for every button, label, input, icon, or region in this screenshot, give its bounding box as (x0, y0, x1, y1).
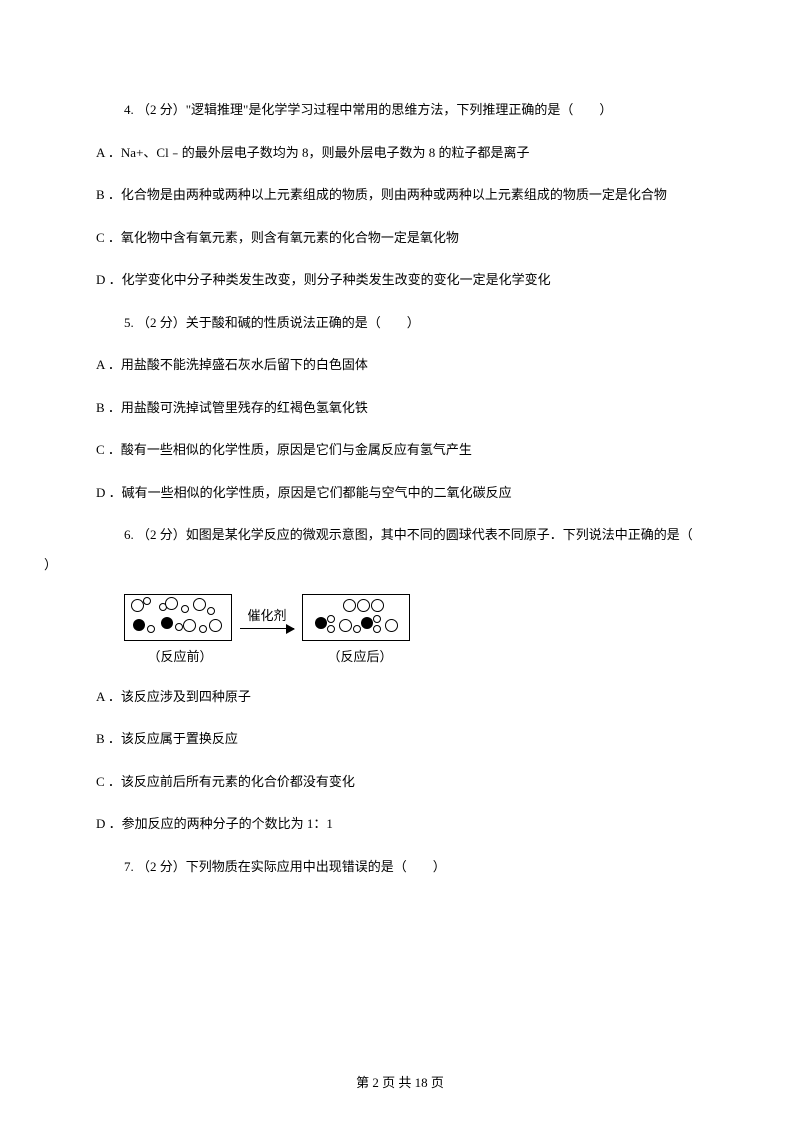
arrow-icon (240, 628, 294, 630)
q4-stem: 4. （2 分）"逻辑推理"是化学学习过程中常用的思维方法，下列推理正确的是（ … (96, 100, 730, 120)
q5-stem: 5. （2 分）关于酸和碱的性质说法正确的是（ ） (96, 313, 730, 333)
q7-stem: 7. （2 分）下列物质在实际应用中出现错误的是（ ） (96, 857, 730, 877)
q5-option-c: C ．酸有一些相似的化学性质，原因是它们与金属反应有氢气产生 (96, 440, 730, 460)
q6-option-c: C ．该反应前后所有元素的化合价都没有变化 (96, 772, 730, 792)
q4-option-b: B ．化合物是由两种或两种以上元素组成的物质，则由两种或两种以上元素组成的物质一… (96, 185, 730, 205)
q6-option-d: D ．参加反应的两种分子的个数比为 1：1 (96, 814, 730, 834)
after-label: （反应后） (304, 647, 416, 667)
q6-stem: 6. （2 分）如图是某化学反应的微观示意图，其中不同的圆球代表不同原子．下列说… (96, 525, 730, 545)
q6-option-b: B ．该反应属于置换反应 (96, 729, 730, 749)
q5-option-d: D ．碱有一些相似的化学性质，原因是它们都能与空气中的二氧化碳反应 (96, 483, 730, 503)
q4-option-d: D ．化学变化中分子种类发生改变，则分子种类发生改变的变化一定是化学变化 (96, 270, 730, 290)
q5-option-b: B ．用盐酸可洗掉试管里残存的红褐色氢氧化铁 (96, 398, 730, 418)
page-footer: 第 2 页 共 18 页 (0, 1073, 800, 1093)
reaction-diagram: 催化剂 （反应前） （反应后） (124, 594, 730, 667)
q6-option-a: A ．该反应涉及到四种原子 (96, 687, 730, 707)
q5-option-a: A ．用盐酸不能洗掉盛石灰水后留下的白色固体 (96, 355, 730, 375)
before-label: （反应前） (124, 647, 236, 667)
reactant-box (124, 594, 232, 641)
q6-paren: ） (44, 555, 730, 575)
product-box (302, 594, 410, 641)
q4-option-a: A ．Na+、Cl﹣的最外层电子数均为 8，则最外层电子数为 8 的粒子都是离子 (96, 143, 730, 163)
q4-option-c: C ．氧化物中含有氧元素，则含有氧元素的化合物一定是氧化物 (96, 228, 730, 248)
arrow-block: 催化剂 (240, 606, 294, 629)
catalyst-label: 催化剂 (247, 606, 286, 626)
